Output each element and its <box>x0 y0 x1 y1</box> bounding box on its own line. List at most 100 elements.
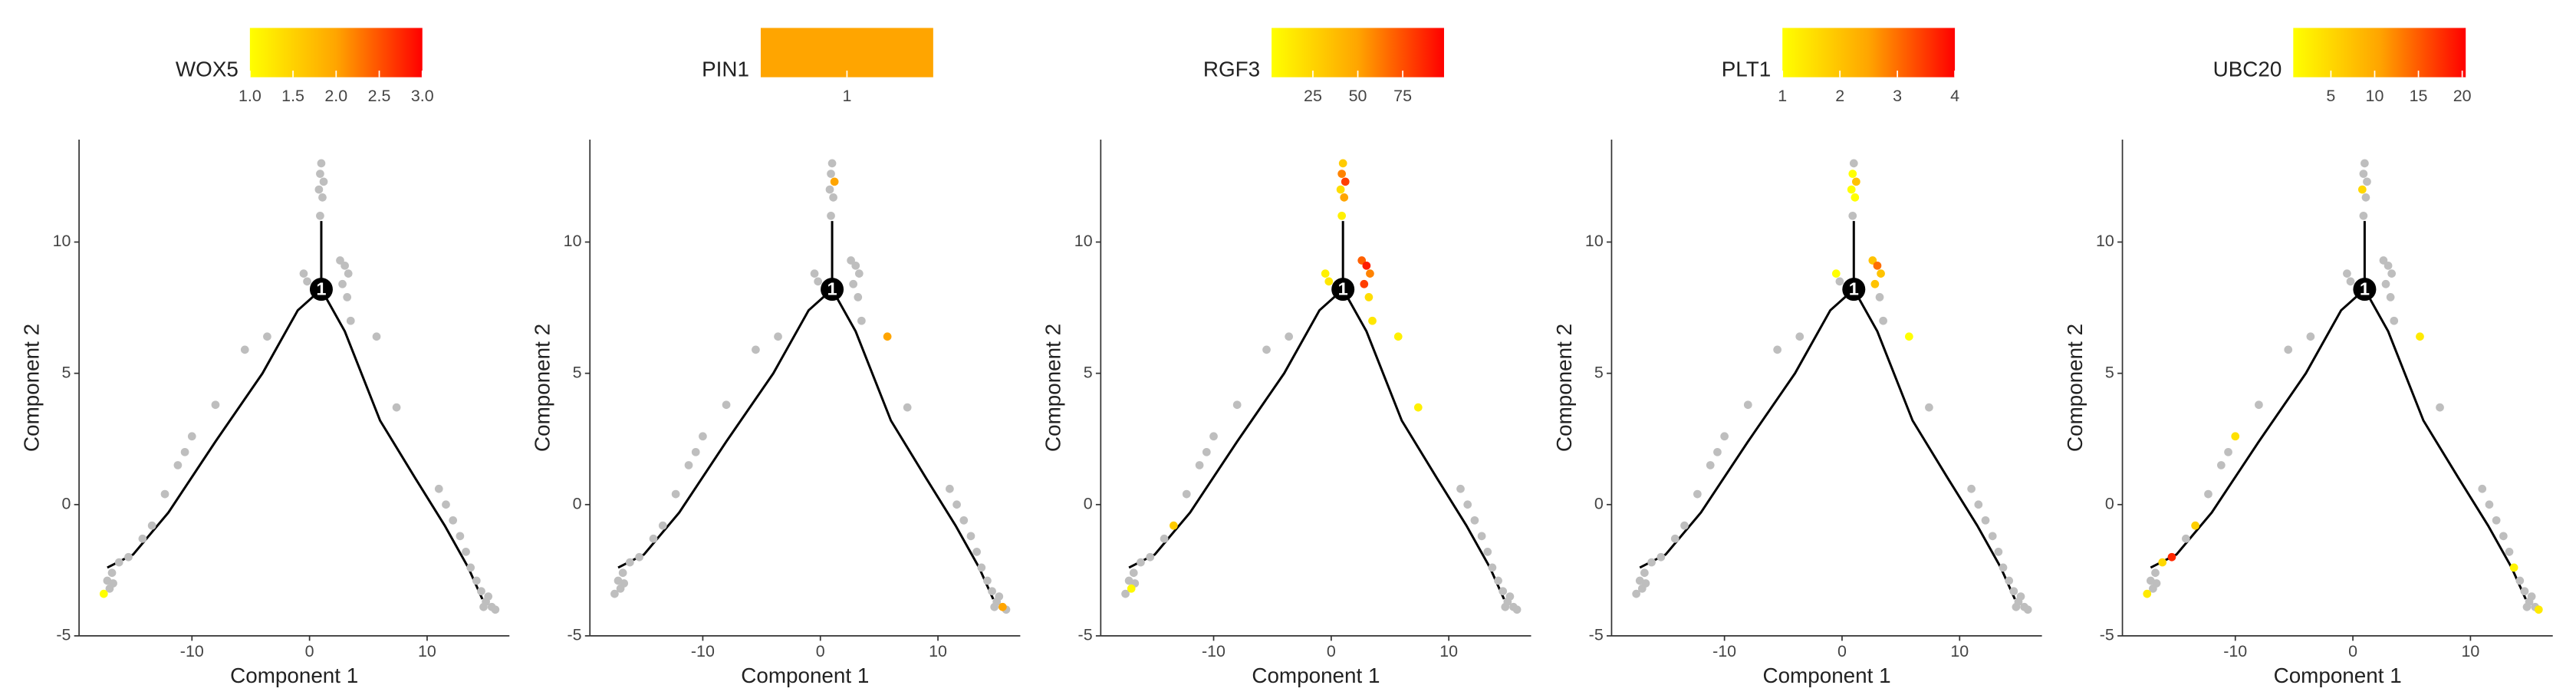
cell-point <box>684 461 693 469</box>
expressed-cell-point <box>1413 403 1423 412</box>
cell-point <box>1670 534 1679 543</box>
expressed-cell-point <box>2534 605 2543 614</box>
cell-point <box>263 332 271 341</box>
cell-point <box>635 552 643 562</box>
cell-point <box>625 558 634 567</box>
cell-point <box>456 532 465 541</box>
expressed-cell-point <box>1873 261 1882 270</box>
branch-point <box>2353 278 2377 301</box>
x-tick-label: 10 <box>1439 642 1458 660</box>
expressed-cell-point <box>1831 269 1841 278</box>
cell-point <box>610 589 619 598</box>
cell-point <box>2386 293 2395 301</box>
cell-point <box>1137 558 1145 567</box>
y-tick-label: -5 <box>2100 626 2114 644</box>
cell-point <box>1499 587 1508 596</box>
trajectory <box>617 288 834 569</box>
colorbar-title: PLT1 <box>1722 57 1771 81</box>
cell-point <box>851 261 860 270</box>
expressed-cell-point <box>1368 316 1377 325</box>
cell-point <box>827 211 835 220</box>
cell-point <box>2255 400 2263 410</box>
cell-point <box>2216 461 2226 469</box>
cell-point <box>983 576 992 585</box>
cell-point <box>1713 447 1722 456</box>
cell-point <box>1875 293 1884 301</box>
cell-point <box>491 605 500 614</box>
colorbar-title: WOX5 <box>176 57 239 81</box>
expressed-cell-point <box>2191 521 2199 530</box>
cell-point <box>857 316 866 325</box>
trajectory <box>1639 288 1855 569</box>
branch-point-label: 1 <box>2360 278 2370 298</box>
expressed-cell-point <box>2167 552 2176 562</box>
colorbar-tick-label: 3 <box>1893 87 1902 105</box>
cell-point <box>1981 515 1990 525</box>
cell-point <box>1795 332 1805 341</box>
x-tick-label: 10 <box>929 642 947 660</box>
cell-point <box>2023 605 2032 614</box>
colorbar-title: UBC20 <box>2213 57 2282 81</box>
colorbar <box>249 28 423 77</box>
cell-point <box>211 400 220 410</box>
expressed-cell-point <box>2231 432 2240 441</box>
cell-point <box>2284 345 2293 354</box>
expressed-cell-point <box>1393 332 1403 341</box>
trajectory <box>1341 288 1505 600</box>
cell-point <box>1501 602 1510 611</box>
branch-point-label: 1 <box>1849 278 1859 298</box>
cell-point <box>1641 579 1650 588</box>
trajectory <box>107 288 322 569</box>
expressed-cell-point <box>1848 170 1857 178</box>
cell-point <box>722 400 731 410</box>
cell-point <box>434 484 443 493</box>
colorbar-tick-label: 2.5 <box>368 87 391 105</box>
cell-point <box>2436 403 2444 412</box>
expressed-cell-point <box>1360 279 1369 288</box>
cell-point <box>1494 576 1502 585</box>
branch-point-label: 1 <box>827 278 837 298</box>
cell-point <box>1640 568 1649 578</box>
expressed-cell-point <box>2509 563 2518 572</box>
cell-point <box>160 489 169 499</box>
cell-point <box>2012 602 2021 611</box>
trajectory <box>1128 288 1344 569</box>
x-tick-label: -10 <box>1712 642 1736 660</box>
cell-point <box>1121 589 1130 598</box>
cell-point <box>972 548 982 556</box>
expressed-cell-point <box>1877 269 1885 278</box>
cell-point <box>825 185 834 194</box>
y-axis-title: Component 2 <box>2063 324 2087 452</box>
y-tick-label: 10 <box>1585 232 1604 250</box>
trajectory <box>2150 288 2366 569</box>
colorbar-tick-label: 1 <box>842 87 851 105</box>
y-tick-label: 0 <box>573 494 582 512</box>
colorbar-tick-label: 5 <box>2326 87 2335 105</box>
cell-point <box>138 534 147 543</box>
expressed-cell-point <box>1364 293 1374 301</box>
cell-point <box>699 432 707 441</box>
colorbar <box>760 28 933 77</box>
x-axis-title: Component 1 <box>230 664 358 687</box>
cell-point <box>173 461 183 469</box>
cell-point <box>2343 269 2351 278</box>
expressed-cell-point <box>1868 256 1877 265</box>
cell-point <box>1195 461 1204 469</box>
cell-point <box>1512 605 1522 614</box>
x-tick-label: 0 <box>816 642 825 660</box>
y-tick-label: 10 <box>1074 232 1093 250</box>
colorbar-tick-label: 2 <box>1835 87 1844 105</box>
cell-point <box>2181 534 2190 543</box>
expressed-cell-point <box>1321 269 1330 278</box>
cell-point <box>1209 432 1218 441</box>
cell-point <box>2387 269 2397 278</box>
trajectory <box>1852 288 2016 600</box>
cell-point <box>995 592 1004 601</box>
colorbar-tick-label: 1.0 <box>239 87 262 105</box>
cell-point <box>854 269 864 278</box>
expressed-cell-point <box>1340 193 1349 202</box>
cell-point <box>620 579 629 588</box>
cell-point <box>1706 461 1715 469</box>
expressed-cell-point <box>1336 185 1345 194</box>
cell-point <box>336 256 344 265</box>
